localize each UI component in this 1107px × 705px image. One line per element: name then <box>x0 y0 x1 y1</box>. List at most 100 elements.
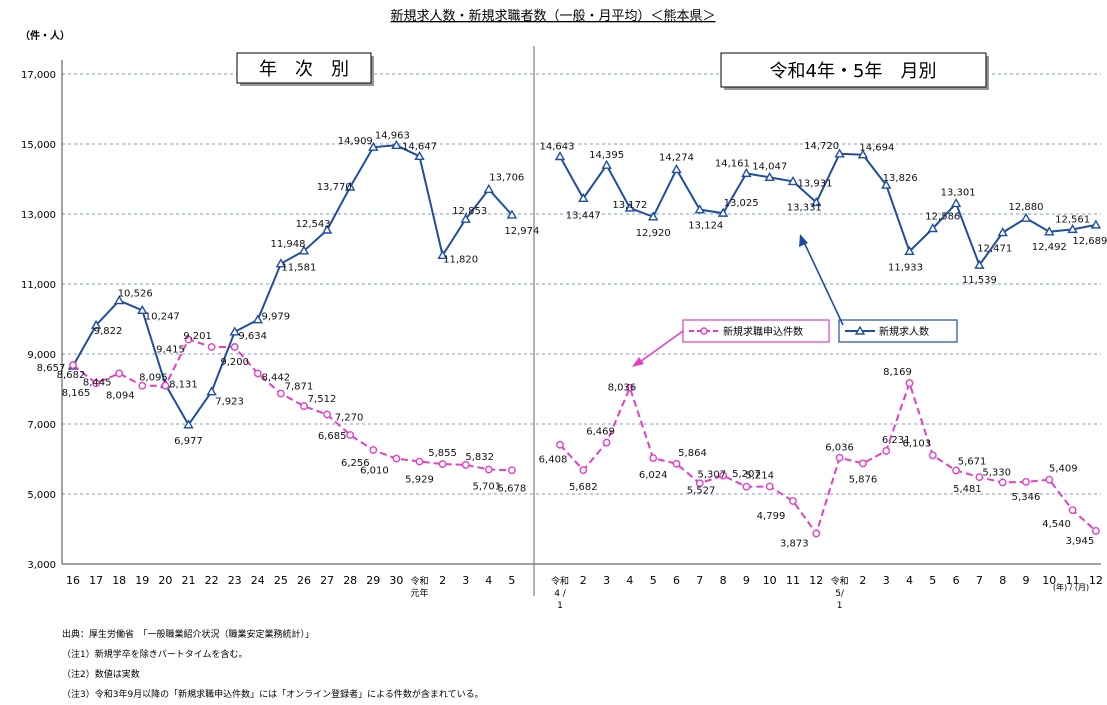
data-label: 5,527 <box>687 486 716 497</box>
series-line <box>72 144 513 427</box>
data-label: 13,172 <box>612 200 647 211</box>
data-label: 3,873 <box>780 538 809 549</box>
data-label: 11,820 <box>443 254 478 265</box>
data-point <box>92 379 101 388</box>
data-point <box>437 249 448 259</box>
data-point <box>719 471 727 480</box>
x-tick-label: 1 <box>837 601 843 611</box>
data-label: 6,685 <box>318 431 347 442</box>
data-point <box>857 149 869 159</box>
data-point <box>578 192 589 203</box>
x-tick-label: 9 <box>1023 574 1030 587</box>
data-label: 5,678 <box>498 483 527 494</box>
data-label: 5,409 <box>1049 464 1078 475</box>
data-label: 7,512 <box>308 394 337 405</box>
note-2: （注2）数値は実数 <box>62 670 140 680</box>
data-label: 13,770 <box>317 182 352 193</box>
data-point <box>368 141 379 151</box>
data-label: 8,657 <box>37 363 66 374</box>
data-point <box>344 181 356 191</box>
data-label: 8,445 <box>83 377 112 388</box>
data-label: 5,682 <box>569 482 598 493</box>
data-point <box>161 381 170 390</box>
x-tick-label: 30 <box>389 574 403 587</box>
data-point <box>137 304 148 315</box>
data-point <box>183 419 194 429</box>
x-tick-label: 2 <box>439 574 446 587</box>
x-tick-label: 4 <box>485 574 492 587</box>
data-label: 14,694 <box>859 143 894 154</box>
x-tick-label: 令和 <box>831 575 849 587</box>
data-label: 5,307 <box>697 469 726 480</box>
data-point <box>671 163 682 174</box>
data-point <box>298 245 310 255</box>
data-point <box>346 431 355 439</box>
legend-arrowhead <box>799 234 808 247</box>
data-label: 9,415 <box>156 344 185 355</box>
x-tick-label: 19 <box>135 574 149 587</box>
data-point <box>764 171 775 182</box>
x-tick-label: 6 <box>673 574 680 587</box>
x-tick-label: 6 <box>953 574 960 587</box>
data-label: 6,010 <box>360 466 389 477</box>
data-label: 14,161 <box>715 158 750 169</box>
data-label: 13,124 <box>688 221 723 232</box>
data-point <box>602 438 611 447</box>
y-tick-label: 11,000 <box>21 280 56 291</box>
data-label: 12,586 <box>925 211 960 222</box>
y-tick-label: 17,000 <box>21 70 56 81</box>
data-label: 13,025 <box>724 198 759 209</box>
data-point <box>1020 212 1032 222</box>
data-label: 14,909 <box>338 136 373 147</box>
note-1: （注1）新規学卒を除きパートタイムを含む。 <box>62 650 248 660</box>
data-label: 8,682 <box>57 370 86 381</box>
data-label: 4,799 <box>757 511 786 522</box>
data-point <box>276 389 285 398</box>
data-point <box>461 460 470 469</box>
data-label: 4,540 <box>1042 519 1071 530</box>
data-label: 13,706 <box>489 172 524 183</box>
legend-label: 新規求人数 <box>879 325 929 338</box>
x-tick-label: 23 <box>228 574 242 587</box>
data-point <box>812 529 821 538</box>
x-tick-label: 4 / <box>554 589 567 599</box>
data-point <box>997 227 1008 237</box>
data-point <box>69 361 77 370</box>
data-label: 8,165 <box>62 388 91 399</box>
data-label: 9,634 <box>238 331 267 342</box>
x-tick-label: 11 <box>1066 574 1080 587</box>
data-label: 9,979 <box>261 312 290 323</box>
data-label: 3,945 <box>1066 536 1095 547</box>
data-label: 5,214 <box>745 471 774 482</box>
data-label: 5,671 <box>958 457 987 468</box>
panel-title-box <box>720 52 987 88</box>
y-tick-label: 9,000 <box>27 350 56 361</box>
data-point <box>928 451 937 460</box>
data-label: 6,256 <box>341 458 370 469</box>
x-tick-label: 10 <box>1042 574 1056 587</box>
data-point <box>206 386 217 396</box>
data-point <box>950 198 962 208</box>
data-point <box>624 202 636 212</box>
x-tick-label: 令和 <box>410 575 428 587</box>
x-tick-label: 元年 <box>410 587 428 599</box>
panel-title-box <box>236 52 372 84</box>
x-tick-label: 3 <box>603 574 610 587</box>
data-label: 6,977 <box>174 436 203 447</box>
data-point <box>787 176 799 186</box>
data-point <box>115 369 124 378</box>
data-point <box>880 179 892 189</box>
source-note: 出典：厚生労働省 「一般職業紹介状況（職業安定業務統計）」 <box>62 630 315 640</box>
data-label: 6,024 <box>639 470 668 481</box>
data-point <box>905 379 914 387</box>
data-point <box>717 207 729 217</box>
x-tick-label: 5/ <box>835 589 845 599</box>
data-label: 10,247 <box>145 311 180 322</box>
panel-title: 令和4年・5年 月別 <box>770 61 937 82</box>
data-label: 7,270 <box>335 413 364 424</box>
data-label: 12,689 <box>1072 236 1107 247</box>
data-label: 6,103 <box>902 438 931 449</box>
x-axis-unit-label: (年) / (月) <box>1053 582 1089 592</box>
data-label: 8,131 <box>169 379 198 390</box>
data-point <box>113 295 125 305</box>
